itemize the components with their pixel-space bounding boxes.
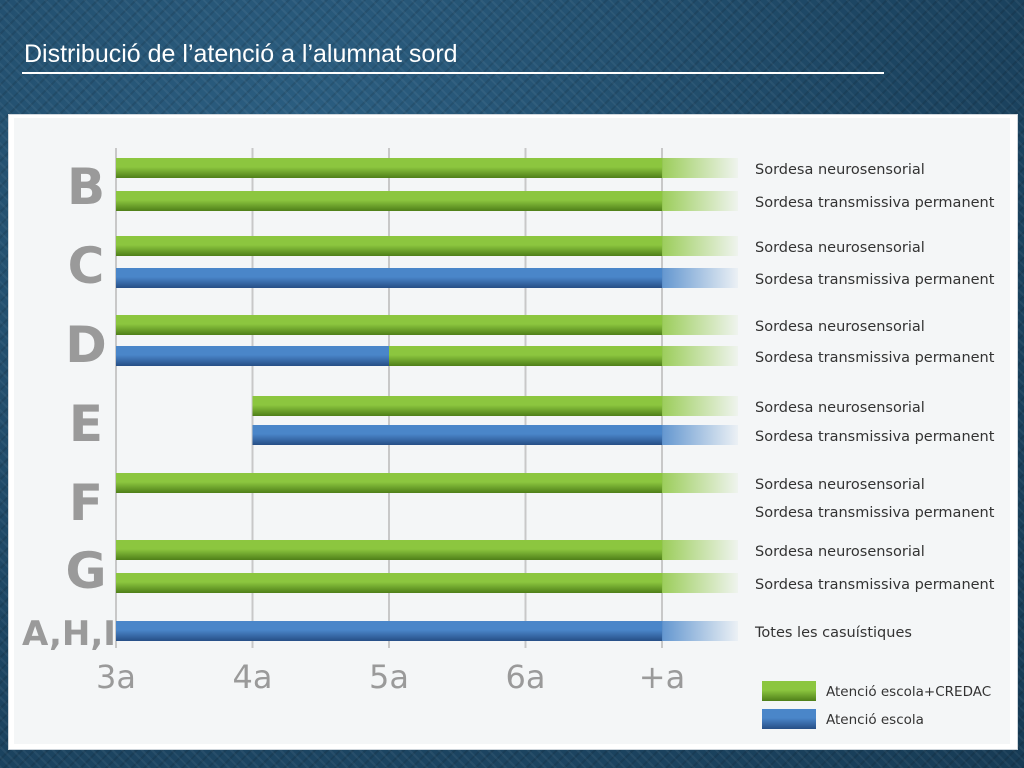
row-label: Sordesa neurosensorial [755,319,925,335]
row-label: Sordesa transmissiva permanent [755,350,995,366]
bar-fade-tail [662,158,738,178]
slide-title: Distribució de l’atenció a l’alumnat sor… [24,40,458,68]
bar-segment-escola [252,425,662,445]
bar-fade-tail [662,573,738,593]
bar-segment-escola [116,268,662,288]
bar-segment-escola_credac [116,236,662,256]
group-label: B [67,158,105,216]
bar-segment-escola [116,346,389,366]
bar-segment-escola_credac [116,473,662,493]
bar-fade-tail [662,540,738,560]
row-label: Sordesa transmissiva permanent [755,272,995,288]
chart-svg: 3a 4a 5a 6a +a B Sordesa neurosensorial Sordesa… [22,148,995,729]
legend-label: Atenció escola [826,712,924,728]
bar-segment-escola_credac [116,315,662,335]
x-tick-label: 6a [506,658,546,696]
group-label: C [68,237,105,295]
row-label: Totes les casuístiques [754,625,912,641]
bar-fade-tail [662,191,738,211]
x-tick-label: +a [639,658,685,696]
bar-segment-escola_credac [389,346,662,366]
bar-fade-tail [662,425,738,445]
row-label: Sordesa transmissiva permanent [755,429,995,445]
row-label: Sordesa neurosensorial [755,162,925,178]
bar-fade-tail [662,315,738,335]
legend-swatch-escola [762,709,816,729]
group-label: A,H,I [22,614,116,654]
row-label: Sordesa transmissiva permanent [755,577,995,593]
group-label: F [69,474,103,532]
bar-fade-tail [662,236,738,256]
bar-segment-escola [116,621,662,641]
chart-frame: 3a 4a 5a 6a +a B Sordesa neurosensorial Sordesa… [14,118,1010,744]
x-tick-label: 4a [233,658,273,696]
row-label: Sordesa transmissiva permanent [755,195,995,211]
legend-label: Atenció escola+CREDAC [826,684,991,700]
bar-fade-tail [662,621,738,641]
x-tick-label: 5a [369,658,409,696]
title-underline [22,72,884,74]
legend-swatch-escola_credac [762,681,816,701]
bar-segment-escola_credac [116,540,662,560]
row-label: Sordesa neurosensorial [755,477,925,493]
bar-fade-tail [662,473,738,493]
group-label: E [69,395,103,453]
bar-fade-tail [662,396,738,416]
bar-segment-escola_credac [116,573,662,593]
bar-segment-escola_credac [116,191,662,211]
row-label: Sordesa transmissiva permanent [755,505,995,521]
group-label: G [65,542,106,600]
row-label: Sordesa neurosensorial [755,240,925,256]
bar-segment-escola_credac [116,158,662,178]
bar-fade-tail [662,268,738,288]
bar-fade-tail [662,346,738,366]
row-label: Sordesa neurosensorial [755,400,925,416]
x-tick-label: 3a [96,658,136,696]
bar-segment-escola_credac [252,396,662,416]
group-label: D [65,316,107,374]
row-label: Sordesa neurosensorial [755,544,925,560]
